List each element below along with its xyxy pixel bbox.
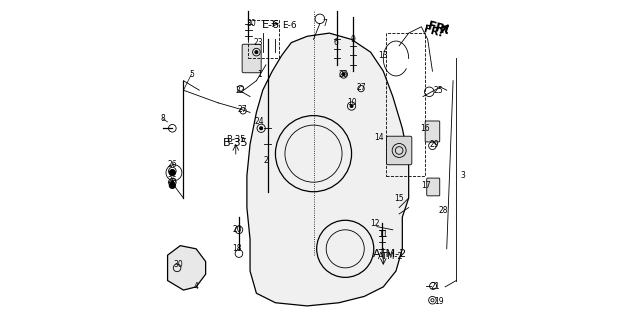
Text: 26: 26 <box>167 176 177 185</box>
Text: 20: 20 <box>233 225 242 234</box>
Text: ATM-2: ATM-2 <box>377 252 403 261</box>
Circle shape <box>169 170 176 176</box>
Text: 9: 9 <box>350 35 356 44</box>
Text: 27: 27 <box>356 83 366 92</box>
PathPatch shape <box>167 246 206 290</box>
Text: 16: 16 <box>419 124 429 133</box>
Text: 10: 10 <box>347 99 356 108</box>
Text: FR.: FR. <box>423 24 444 39</box>
Text: 29: 29 <box>429 140 439 148</box>
Bar <box>248 20 278 59</box>
Text: 24: 24 <box>255 117 265 126</box>
Text: 30: 30 <box>247 19 256 28</box>
Text: 30: 30 <box>174 260 184 269</box>
Text: 21: 21 <box>431 282 440 292</box>
Circle shape <box>169 182 176 188</box>
Text: 8: 8 <box>161 114 165 123</box>
Text: 23: 23 <box>253 38 263 47</box>
Text: 15: 15 <box>394 194 404 203</box>
Text: 25: 25 <box>434 86 444 95</box>
Text: 26: 26 <box>167 160 177 169</box>
Circle shape <box>350 105 353 108</box>
Circle shape <box>260 127 263 130</box>
Text: E-6: E-6 <box>261 20 280 30</box>
Text: 28: 28 <box>439 206 448 215</box>
Text: 26: 26 <box>339 70 349 79</box>
Text: ATM-2: ATM-2 <box>372 249 407 259</box>
Text: 27: 27 <box>237 105 247 114</box>
FancyBboxPatch shape <box>386 136 412 165</box>
Circle shape <box>255 51 258 54</box>
Text: 2: 2 <box>263 156 268 164</box>
Text: 6: 6 <box>334 38 338 47</box>
FancyBboxPatch shape <box>242 44 261 73</box>
FancyBboxPatch shape <box>425 121 440 142</box>
Text: 22: 22 <box>236 86 245 95</box>
Text: FR.: FR. <box>426 19 451 38</box>
Text: E-6: E-6 <box>282 21 297 30</box>
PathPatch shape <box>247 33 409 306</box>
Circle shape <box>342 73 345 76</box>
Text: 13: 13 <box>379 51 388 60</box>
Text: 5: 5 <box>189 70 194 79</box>
Circle shape <box>171 170 174 173</box>
Text: 18: 18 <box>233 244 242 253</box>
Text: 14: 14 <box>374 133 383 142</box>
Text: B-35: B-35 <box>226 135 246 144</box>
Bar <box>386 33 424 176</box>
Text: 4: 4 <box>194 282 199 292</box>
Text: 12: 12 <box>371 219 380 228</box>
Text: 17: 17 <box>421 181 431 190</box>
Text: 1: 1 <box>257 70 262 79</box>
Text: 7: 7 <box>322 19 327 28</box>
Text: 3: 3 <box>460 172 465 180</box>
Text: 19: 19 <box>434 297 444 306</box>
Text: B-35: B-35 <box>223 138 248 148</box>
Circle shape <box>171 180 174 184</box>
FancyBboxPatch shape <box>427 178 440 196</box>
Text: 11: 11 <box>379 230 388 239</box>
